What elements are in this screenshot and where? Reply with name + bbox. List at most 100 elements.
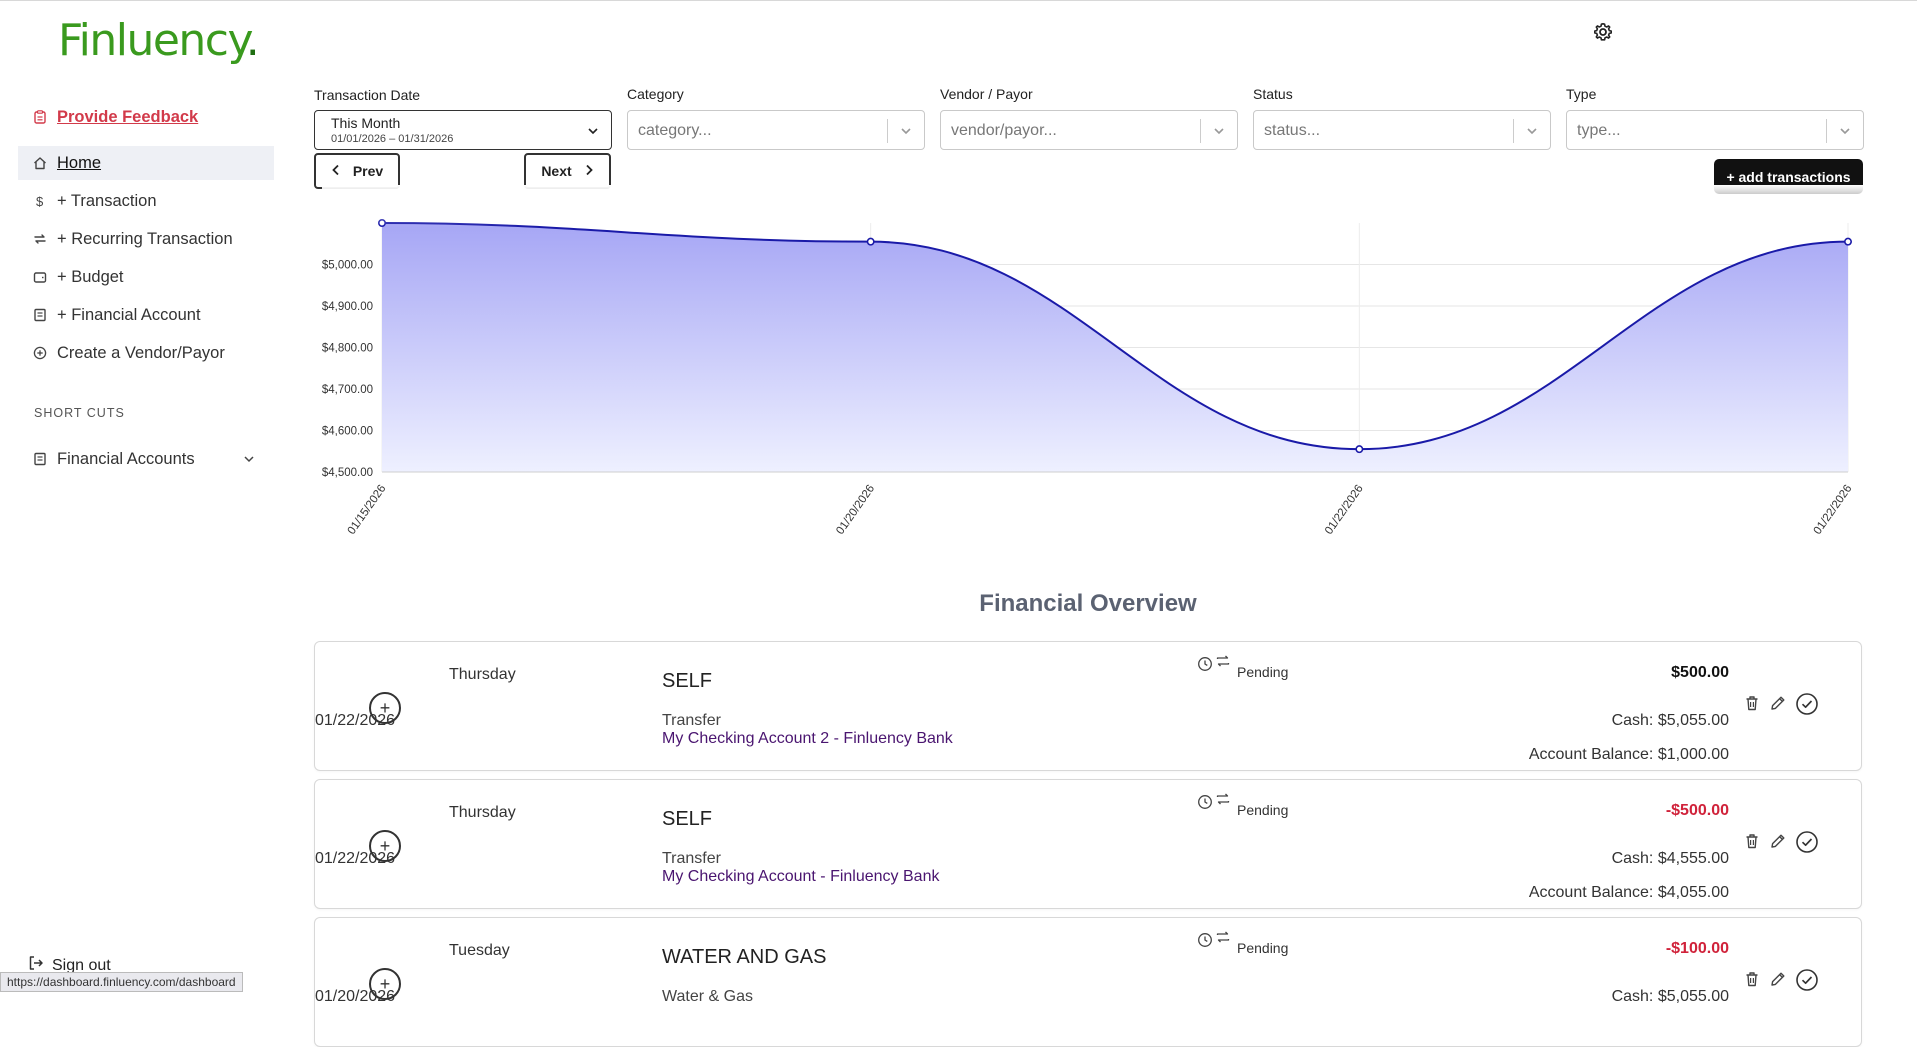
transaction-account-link[interactable]: My Checking Account - Finluency Bank (662, 868, 940, 885)
status-bar-url: https://dashboard.finluency.com/dashboar… (0, 972, 243, 992)
transaction-day: Thursday (449, 666, 516, 683)
home-icon (33, 156, 47, 170)
mark-cleared-check-icon[interactable] (1795, 830, 1819, 854)
vendor-payor-placeholder: vendor/payor... (951, 122, 1057, 139)
sidebar-item-label: Create a Vendor/Payor (57, 343, 225, 362)
wallet-icon (33, 270, 47, 284)
x-tick-label: 01/22/2026 (1812, 483, 1855, 537)
transaction-account-balance: Account Balance: $1,000.00 (1528, 746, 1729, 763)
sign-out-button[interactable]: Sign out (28, 955, 111, 976)
category-label: Category (627, 86, 684, 102)
edit-pencil-icon[interactable] (1769, 970, 1789, 990)
transaction-status: Pending (1237, 940, 1289, 956)
y-tick-label: $5,000.00 (322, 260, 373, 272)
transaction-day: Tuesday (449, 942, 510, 959)
sidebar-financial-accounts-toggle[interactable]: Financial Accounts (18, 442, 274, 476)
repeat-icon (1215, 791, 1231, 807)
sidebar-item-label: Home (57, 153, 102, 172)
transaction-account-balance: Account Balance: $4,055.00 (1528, 884, 1729, 901)
bank-icon (33, 308, 47, 322)
mark-cleared-check-icon[interactable] (1795, 692, 1819, 716)
transaction-date-label: Transaction Date (314, 87, 421, 103)
sidebar-item-label: + Financial Account (57, 305, 201, 324)
select-divider (1200, 119, 1201, 143)
prev-button[interactable]: Prev (314, 153, 400, 189)
data-point (1844, 237, 1853, 246)
next-button[interactable]: Next (524, 153, 611, 189)
select-divider (1826, 119, 1827, 143)
x-tick-label: 01/20/2026 (834, 483, 877, 537)
transaction-cash: Cash: $5,055.00 (1611, 712, 1729, 729)
svg-text:$: $ (36, 194, 44, 208)
chevron-down-icon (1837, 123, 1853, 139)
status-placeholder: status... (1264, 122, 1321, 139)
clipboard-icon (33, 110, 47, 124)
transaction-cash: Cash: $5,055.00 (1611, 988, 1729, 1005)
sidebar-item-home[interactable]: Home (18, 146, 274, 180)
type-placeholder: type... (1577, 122, 1621, 139)
status-label: Status (1253, 86, 1293, 102)
chevron-left-icon (331, 163, 341, 179)
vendor-payor-select[interactable]: vendor/payor... (940, 110, 1238, 150)
clock-icon (1197, 656, 1213, 672)
sidebar-item-financial-account[interactable]: + Financial Account (18, 298, 274, 332)
mark-cleared-check-icon[interactable] (1795, 968, 1819, 992)
select-divider (1513, 119, 1514, 143)
category-placeholder: category... (638, 122, 712, 139)
type-select[interactable]: type... (1566, 110, 1864, 150)
plus-circle-icon (33, 346, 47, 360)
transaction-card: + Tuesday 01/20/2026 WATER AND GAS Water & G… (314, 917, 1862, 1047)
sidebar-item-budget[interactable]: + Budget (18, 260, 274, 294)
sidebar-item-label: + Recurring Transaction (57, 229, 233, 248)
select-divider (887, 119, 888, 143)
chevron-down-icon (1524, 123, 1540, 139)
transaction-amount: $500.00 (1671, 664, 1729, 681)
balance-area-chart: $4,500.00 $4,600.00 $4,700.00 $4,800.00 $4,9… (322, 185, 1866, 537)
transaction-payee: WATER AND GAS (662, 946, 827, 968)
sign-out-icon (28, 955, 44, 976)
repeat-icon (1215, 653, 1231, 669)
transaction-date: 01/20/2026 (315, 988, 396, 1005)
transaction-account-link[interactable]: My Checking Account 2 - Finluency Bank (662, 730, 953, 747)
transaction-category: Transfer (662, 712, 721, 729)
y-tick-label: $4,700.00 (322, 384, 373, 396)
transaction-amount: -$500.00 (1665, 802, 1729, 819)
transaction-category: Water & Gas (662, 988, 753, 1005)
delete-icon[interactable] (1743, 694, 1763, 714)
clock-icon (1197, 932, 1213, 948)
transaction-card: + Thursday 01/22/2026 SELF Transfer My Checki… (314, 779, 1862, 909)
chart-top-fade (322, 185, 1866, 227)
transaction-payee: SELF (662, 808, 713, 830)
chevron-down-icon (585, 123, 601, 139)
date-preset-value: This Month (331, 115, 401, 131)
transaction-date-picker[interactable]: This Month 01/01/2026 – 01/31/2026 (314, 110, 612, 150)
status-select[interactable]: status... (1253, 110, 1551, 150)
sidebar-item-label: + Budget (57, 267, 124, 286)
sidebar-item-label: Financial Accounts (57, 449, 195, 468)
sidebar-item-create-vendor[interactable]: Create a Vendor/Payor (18, 336, 274, 370)
provide-feedback-label: Provide Feedback (57, 107, 199, 126)
edit-pencil-icon[interactable] (1769, 832, 1789, 852)
expand-transaction-button[interactable]: + (369, 692, 401, 724)
delete-icon[interactable] (1743, 970, 1763, 990)
provide-feedback-link[interactable]: Provide Feedback (18, 100, 274, 134)
transaction-card: + Thursday 01/22/2026 SELF Transfer My Checki… (314, 641, 1862, 771)
finluency-logo[interactable]: Finluency. (58, 15, 260, 66)
edit-pencil-icon[interactable] (1769, 694, 1789, 714)
top-border (0, 0, 1917, 1)
sidebar-item-transaction[interactable]: $ + Transaction (18, 184, 274, 218)
category-select[interactable]: category... (627, 110, 925, 150)
shortcuts-heading: SHORT CUTS (34, 406, 125, 420)
expand-transaction-button[interactable]: + (369, 830, 401, 862)
sidebar-item-recurring-transaction[interactable]: + Recurring Transaction (18, 222, 274, 256)
repeat-icon (1215, 929, 1231, 945)
y-tick-label: $4,800.00 (322, 343, 373, 355)
transaction-date: 01/22/2026 (315, 712, 396, 729)
sign-out-label: Sign out (52, 956, 111, 974)
settings-gear-icon[interactable] (1593, 22, 1613, 42)
transaction-status: Pending (1237, 802, 1289, 818)
x-tick-label: 01/15/2026 (346, 483, 389, 537)
balance-area (382, 223, 1848, 472)
delete-icon[interactable] (1743, 832, 1763, 852)
prev-label: Prev (352, 163, 384, 179)
